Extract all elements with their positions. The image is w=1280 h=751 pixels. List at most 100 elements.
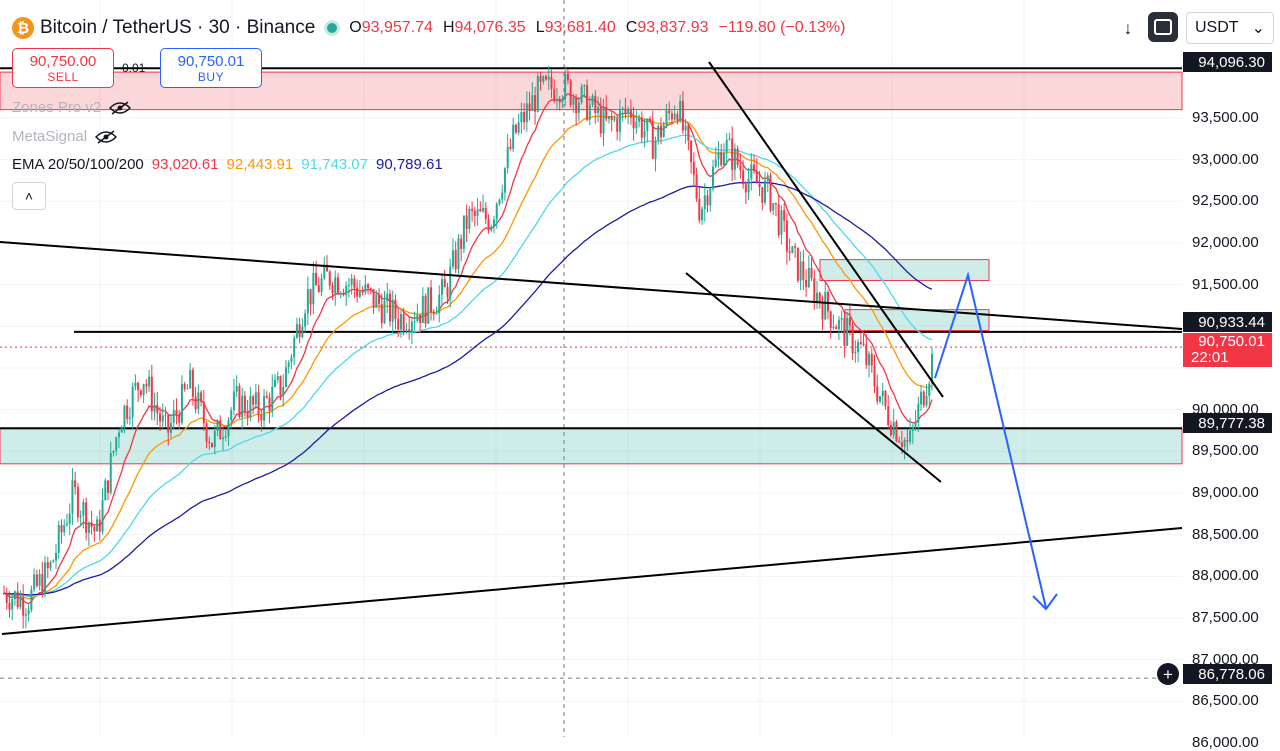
candle-body <box>416 314 419 322</box>
candle-body <box>914 422 917 427</box>
indicator-metasignal[interactable]: MetaSignal <box>12 128 118 145</box>
candle-body <box>572 97 575 105</box>
market-status-icon <box>327 23 338 33</box>
candle-body <box>235 385 238 392</box>
candle-body <box>197 392 200 410</box>
candle-body <box>843 318 846 346</box>
candle-body <box>476 209 479 216</box>
candle-body <box>57 525 60 553</box>
candle-body <box>621 108 624 110</box>
candle-body <box>180 383 183 423</box>
candle-body <box>52 560 55 563</box>
candle-body <box>123 405 126 428</box>
candle-body <box>794 246 797 248</box>
candle-body <box>536 75 539 112</box>
candle-body <box>594 95 597 114</box>
low-value: 93,681.40 <box>544 19 616 36</box>
candle-body <box>117 432 120 438</box>
candle-body <box>169 422 172 433</box>
currency-select[interactable]: USDT ⌄ <box>1186 12 1274 44</box>
candle-body <box>840 318 843 320</box>
candle-body <box>747 178 750 193</box>
symbol-title[interactable]: Bitcoin / TetherUS · 30 · Binance <box>40 17 316 38</box>
candle-body <box>629 108 632 118</box>
candle-body <box>676 113 679 121</box>
candle-body <box>200 392 203 402</box>
candle-body <box>854 352 857 354</box>
candle-body <box>112 450 115 453</box>
candle-body <box>785 220 788 252</box>
candle-body <box>260 415 263 421</box>
candle-body <box>851 325 854 354</box>
candle-body <box>232 391 235 411</box>
fullscreen-button[interactable] <box>1148 12 1178 42</box>
eye-hidden-icon[interactable] <box>95 129 118 144</box>
candle-body <box>137 382 140 391</box>
buy-button[interactable]: 90,750.01 BUY <box>160 48 262 88</box>
candle-body <box>309 289 312 305</box>
candle-body <box>345 285 348 296</box>
candle-body <box>520 111 523 123</box>
candle-body <box>369 288 372 290</box>
candle-body <box>290 357 293 363</box>
candle-body <box>402 313 405 331</box>
candle-body <box>780 210 783 235</box>
candle-body <box>673 113 676 120</box>
candle-body <box>164 415 167 417</box>
candle-body <box>55 552 58 561</box>
candles <box>3 66 933 629</box>
candle-body <box>720 152 723 166</box>
indicator-ema[interactable]: EMA 20/50/100/200 93,020.61 92,443.91 91… <box>12 156 443 173</box>
candle-body <box>588 104 591 120</box>
candle-body <box>870 353 873 366</box>
buy-label: BUY <box>197 69 225 84</box>
price-tick-label: 88,000.00 <box>1192 567 1259 585</box>
candle-body <box>558 98 561 103</box>
candle-body <box>731 138 734 170</box>
candle-body <box>120 427 123 433</box>
sell-price: 90,750.00 <box>29 52 97 70</box>
candle-body <box>353 278 356 288</box>
candle-body <box>829 311 832 328</box>
candle-body <box>624 108 627 114</box>
candle-body <box>295 324 298 338</box>
candle-body <box>848 318 851 326</box>
candle-body <box>139 390 142 396</box>
candle-body <box>816 292 819 303</box>
candle-body <box>906 439 909 442</box>
candle-body <box>213 430 216 448</box>
bitcoin-logo-icon: ₿ <box>12 17 34 39</box>
candle-body <box>268 397 271 412</box>
ema100-line <box>3 134 933 598</box>
candle-body <box>758 183 761 188</box>
projection-arrowhead <box>1032 593 1058 611</box>
candle-body <box>640 117 643 138</box>
candle-body <box>79 515 82 518</box>
price-tick-label: 93,500.00 <box>1192 108 1259 126</box>
indicator-zones[interactable]: Zones Pro v2 <box>12 99 132 116</box>
price-label-cursor: 86,778.06 <box>1183 664 1272 684</box>
candle-body <box>148 376 151 387</box>
sell-button[interactable]: 90,750.00 SELL <box>12 48 114 88</box>
candle-body <box>44 562 47 595</box>
candle-body <box>460 238 463 249</box>
collapse-legend-button[interactable]: ˄ <box>12 182 46 210</box>
trend-line-upper <box>0 241 1183 330</box>
candle-body <box>742 170 745 185</box>
candle-body <box>126 405 129 419</box>
candle-body <box>591 95 594 105</box>
candle-body <box>774 203 777 205</box>
download-button[interactable]: ↓ <box>1114 12 1142 44</box>
add-alert-icon[interactable]: + <box>1157 663 1179 685</box>
eye-hidden-icon[interactable] <box>109 100 132 115</box>
candle-body <box>725 139 728 153</box>
candle-body <box>49 562 52 569</box>
candle-body <box>903 439 906 447</box>
candle-body <box>753 164 756 172</box>
candle-body <box>279 376 282 396</box>
candle-body <box>900 442 903 447</box>
candle-body <box>153 404 156 412</box>
bar-timer: 22:01 <box>1191 349 1229 366</box>
candle-body <box>38 573 41 586</box>
